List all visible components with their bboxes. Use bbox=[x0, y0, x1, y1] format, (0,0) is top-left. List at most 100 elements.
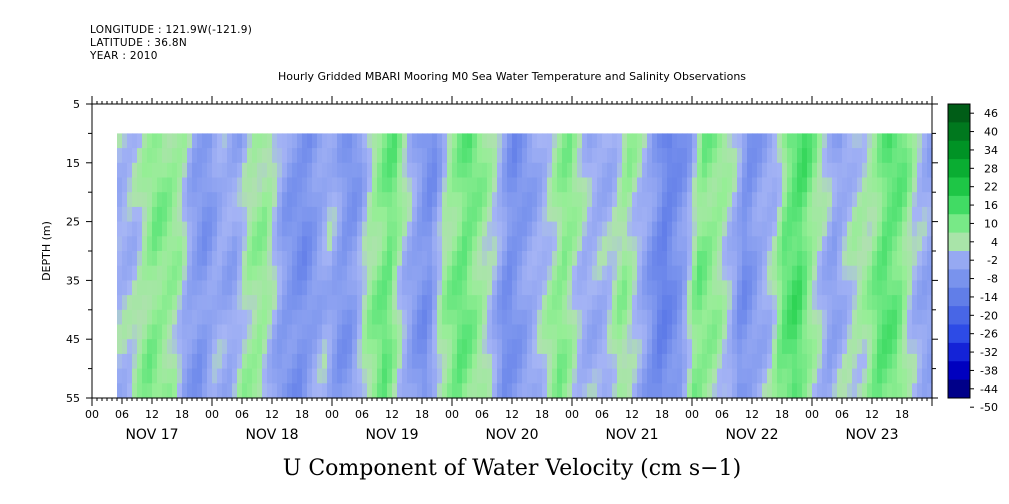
heat-cell bbox=[267, 353, 273, 370]
heat-cell bbox=[502, 353, 508, 370]
heat-cell bbox=[142, 236, 148, 252]
heat-cell bbox=[622, 192, 628, 208]
heat-cell bbox=[507, 383, 513, 399]
heat-cell bbox=[587, 133, 593, 149]
heat-cell bbox=[287, 309, 293, 326]
heat-cell bbox=[177, 206, 183, 223]
heat-cell bbox=[817, 192, 823, 208]
heat-cell bbox=[282, 280, 288, 296]
heat-cell bbox=[787, 162, 793, 179]
heat-cell bbox=[822, 148, 828, 164]
heat-cell bbox=[407, 353, 413, 370]
heat-cell bbox=[747, 192, 753, 208]
heat-cell bbox=[222, 162, 228, 179]
heat-cell bbox=[127, 192, 133, 208]
heat-cell bbox=[402, 206, 408, 223]
heat-cell bbox=[547, 221, 553, 237]
heat-cell bbox=[302, 162, 308, 179]
heat-cell bbox=[297, 221, 303, 237]
heat-cell bbox=[647, 221, 653, 237]
heat-cell bbox=[452, 280, 458, 296]
heat-cell bbox=[557, 280, 563, 296]
heat-cell bbox=[347, 280, 353, 296]
heat-cell bbox=[232, 133, 238, 149]
heat-cell bbox=[747, 133, 753, 149]
heat-cell bbox=[192, 324, 198, 340]
heat-cell bbox=[867, 383, 873, 399]
heat-cell bbox=[917, 251, 923, 267]
heat-cell bbox=[147, 251, 153, 267]
heat-cell bbox=[122, 177, 128, 193]
heat-cell bbox=[892, 177, 898, 193]
heat-cell bbox=[577, 368, 583, 384]
heat-cell bbox=[232, 265, 238, 281]
heat-cell bbox=[327, 265, 333, 281]
x-tick-label: 06 bbox=[235, 408, 249, 421]
heat-cell bbox=[122, 221, 128, 237]
heat-cell bbox=[772, 368, 778, 384]
heat-cell bbox=[157, 133, 163, 149]
heat-cell bbox=[527, 339, 533, 355]
heat-cell bbox=[212, 206, 218, 223]
heat-cell bbox=[532, 368, 538, 384]
heat-cell bbox=[692, 148, 698, 164]
heat-cell bbox=[817, 206, 823, 223]
heat-cell bbox=[802, 236, 808, 252]
heat-cell bbox=[897, 309, 903, 326]
heat-cell bbox=[467, 339, 473, 355]
heat-cell bbox=[912, 324, 918, 340]
heat-cell bbox=[767, 162, 773, 179]
heat-cell bbox=[762, 133, 768, 149]
heat-cell bbox=[912, 236, 918, 252]
heat-cell bbox=[862, 265, 868, 281]
heat-cell bbox=[302, 383, 308, 399]
heat-cell bbox=[742, 265, 748, 281]
heat-cell bbox=[442, 295, 448, 311]
heat-cell bbox=[342, 177, 348, 193]
heat-cell bbox=[607, 383, 613, 399]
heat-cell bbox=[267, 177, 273, 193]
heat-cell bbox=[217, 251, 223, 267]
heat-cell bbox=[892, 221, 898, 237]
heat-cell bbox=[147, 162, 153, 179]
heat-cell bbox=[842, 339, 848, 355]
heat-cell bbox=[602, 280, 608, 296]
heat-cell bbox=[592, 265, 598, 281]
heat-cell bbox=[462, 133, 468, 149]
heat-cell bbox=[292, 148, 298, 164]
heat-cell bbox=[777, 280, 783, 296]
heat-cell bbox=[127, 133, 133, 149]
heat-cell bbox=[367, 192, 373, 208]
heat-cell bbox=[897, 236, 903, 252]
heat-cell bbox=[302, 280, 308, 296]
heat-cell bbox=[732, 383, 738, 399]
heat-cell bbox=[807, 177, 813, 193]
heat-cell bbox=[902, 324, 908, 340]
heat-cell bbox=[692, 339, 698, 355]
heat-cell bbox=[637, 251, 643, 267]
heat-cell bbox=[402, 192, 408, 208]
heat-cell bbox=[407, 265, 413, 281]
heat-cell bbox=[507, 324, 513, 340]
heat-cell bbox=[342, 265, 348, 281]
heat-cell bbox=[737, 162, 743, 179]
heat-cell bbox=[157, 383, 163, 399]
heat-cell bbox=[812, 353, 818, 370]
heatmap-area bbox=[117, 133, 933, 399]
heat-cell bbox=[347, 324, 353, 340]
heat-cell bbox=[362, 148, 368, 164]
heat-cell bbox=[847, 148, 853, 164]
heat-cell bbox=[177, 221, 183, 237]
heat-cell bbox=[842, 162, 848, 179]
heat-cell bbox=[362, 265, 368, 281]
heat-cell bbox=[612, 368, 618, 384]
heat-cell bbox=[247, 221, 253, 237]
heat-cell bbox=[232, 339, 238, 355]
heat-cell bbox=[572, 236, 578, 252]
heat-cell bbox=[417, 162, 423, 179]
heat-cell bbox=[692, 251, 698, 267]
heat-cell bbox=[642, 324, 648, 340]
heat-cell bbox=[137, 162, 143, 179]
heat-cell bbox=[742, 148, 748, 164]
